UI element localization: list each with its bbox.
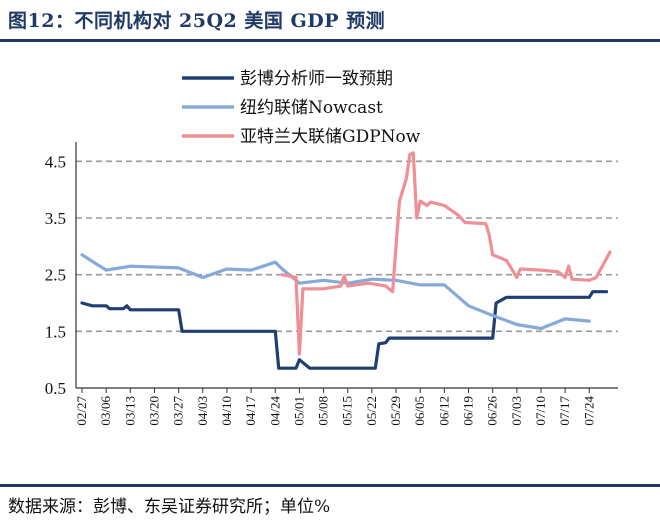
x-tick-label: 07/17 [557, 396, 572, 426]
source-note: 数据来源：彭博、东吴证券研究所；单位% [8, 497, 331, 517]
x-tick-label: 06/05 [412, 396, 427, 426]
y-tick-label: 0.5 [45, 379, 66, 398]
x-tick-label: 05/01 [291, 396, 306, 426]
y-tick-label: 4.5 [45, 152, 66, 171]
nowcast-series-line [80, 253, 591, 331]
x-tick-label: 05/15 [340, 396, 355, 426]
gdp-forecast-line-chart: 0.5 1.5 2.5 3.5 4.5 02/27 03/06 03/13 03/20 03/2… [45, 69, 618, 426]
x-tick-label: 07/24 [581, 396, 596, 426]
consensus-series-line [80, 290, 609, 370]
x-tick-label: 07/03 [509, 396, 524, 426]
y-tick-label: 2.5 [45, 266, 66, 285]
x-tick-labels: 02/27 03/06 03/13 03/20 03/27 04/03 04/10 04/17… [74, 396, 596, 426]
x-tick-label: 03/27 [171, 396, 186, 426]
x-tick-label: 04/17 [243, 396, 258, 426]
x-tick-label: 04/03 [195, 396, 210, 426]
legend-consensus-label: 彭博分析师一致预期 [240, 69, 393, 89]
x-tick-label: 05/29 [388, 396, 403, 426]
footer-divider [0, 484, 660, 487]
x-tick-label: 04/10 [219, 396, 234, 426]
x-tick-label: 06/19 [461, 396, 476, 426]
x-tick-label: 03/20 [146, 396, 161, 426]
title-divider [0, 39, 660, 42]
gdpnow-series-line [280, 151, 612, 356]
x-tick-label: 04/24 [267, 396, 282, 426]
legend-nowcast-label: 纽约联储Nowcast [240, 98, 383, 118]
figure-title: 图12：不同机构对 25Q2 美国 GDP 预测 [8, 10, 386, 32]
axes [75, 142, 618, 393]
y-tick-label: 1.5 [45, 322, 66, 341]
x-tick-label: 06/26 [485, 396, 500, 426]
x-tick-label: 05/22 [364, 396, 379, 426]
x-tick-label: 03/06 [98, 396, 113, 426]
gridlines [76, 160, 618, 333]
x-tick-label: 06/12 [436, 396, 451, 426]
x-tick-label: 02/27 [74, 396, 89, 426]
y-tick-labels: 0.5 1.5 2.5 3.5 4.5 [45, 152, 66, 398]
x-tick-label: 03/13 [122, 396, 137, 426]
x-tick-label: 07/10 [533, 396, 548, 426]
series-lines [80, 151, 612, 370]
y-tick-label: 3.5 [45, 209, 66, 228]
x-tick-label: 05/08 [316, 396, 331, 426]
legend-gdpnow-label: 亚特兰大联储GDPNow [240, 127, 421, 147]
